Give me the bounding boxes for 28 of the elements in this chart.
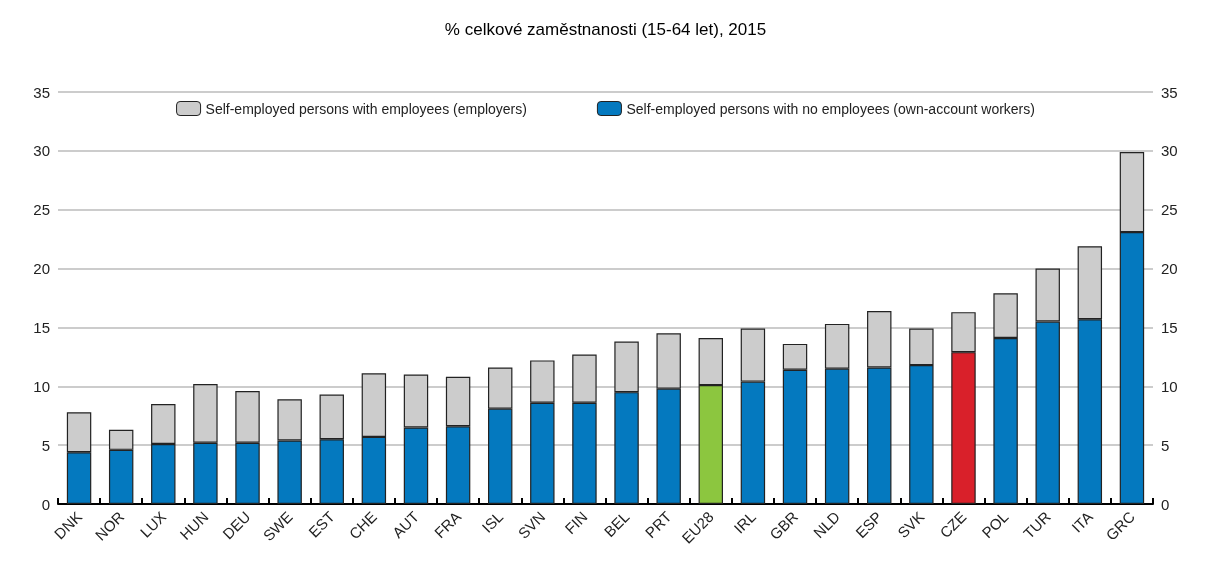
x-tick-label: NLD: [809, 507, 844, 542]
y-tick-label: 35: [33, 83, 50, 101]
y-tick-label: 25: [33, 201, 50, 219]
y2-tick-label: 35: [1161, 83, 1178, 101]
y-tick-label: 0: [41, 495, 50, 513]
chart-title: % celkové zaměstnanosti (15-64 let), 2015: [444, 20, 767, 39]
y2-tick-label: 10: [1161, 377, 1178, 395]
x-tick-label: BEL: [600, 507, 633, 541]
y-tick-label: 20: [33, 260, 50, 278]
y2-tick-label: 30: [1161, 142, 1178, 160]
y2-tick-label: 20: [1161, 260, 1178, 278]
y2-tick-label: 5: [1161, 436, 1170, 454]
x-tick-label: IRL: [730, 507, 759, 537]
y2-tick-label: 15: [1161, 318, 1178, 336]
x-tick-label: ISL: [478, 507, 507, 536]
y-tick-label: 15: [33, 318, 50, 336]
x-tick-label: FIN: [561, 507, 591, 538]
legend-label: Self-employed persons with no employees (own-account workers): [626, 100, 1035, 117]
x-tick-label: FRA: [430, 507, 465, 542]
y-tick-label: 10: [33, 377, 50, 395]
y-tick-label: 30: [33, 142, 50, 160]
x-tick-label: ITA: [1068, 507, 1096, 536]
y2-tick-label: 0: [1161, 495, 1170, 513]
x-tick-label: POL: [978, 507, 1012, 542]
legend-label: Self-employed persons with employees (employers): [205, 100, 527, 117]
y2-tick-label: 25: [1161, 201, 1178, 219]
x-tick-label: TUR: [1019, 507, 1054, 542]
y-tick-label: 5: [41, 436, 50, 454]
